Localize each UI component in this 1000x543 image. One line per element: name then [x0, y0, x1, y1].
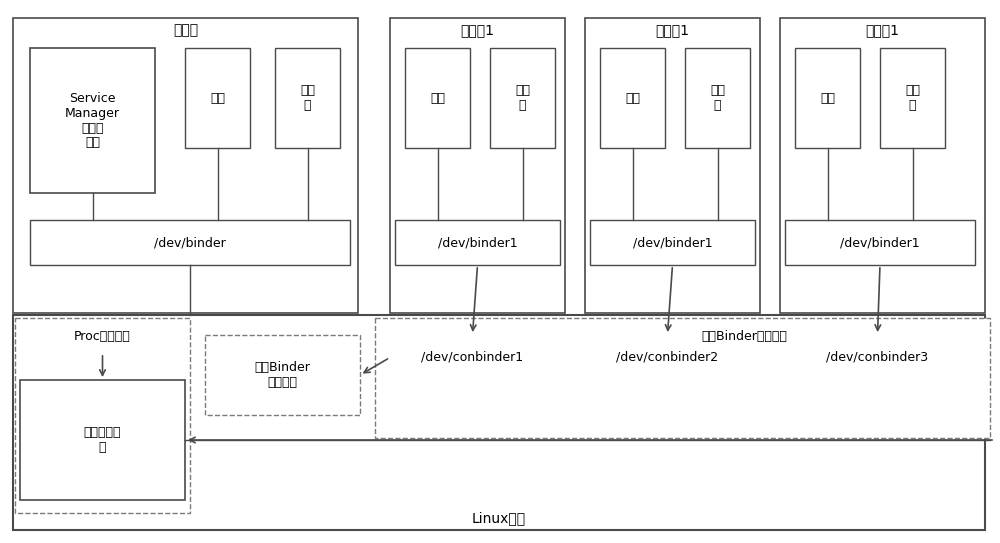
Text: Linux内核: Linux内核 [472, 511, 526, 525]
Text: 服务: 服务 [820, 92, 835, 104]
Text: /dev/conbinder1: /dev/conbinder1 [421, 351, 524, 364]
Text: 客户
端: 客户 端 [515, 84, 530, 112]
Bar [390, 18, 565, 313]
Bar [795, 48, 860, 148]
Bar [780, 335, 975, 380]
Text: 共享服务列
表: 共享服务列 表 [84, 426, 121, 454]
Bar [585, 18, 760, 313]
Bar [585, 335, 750, 380]
Text: 真实Binder
设备驱动: 真实Binder 设备驱动 [255, 361, 310, 389]
Text: Proc文件系统: Proc文件系统 [74, 330, 131, 343]
Bar [15, 318, 190, 513]
Bar [390, 335, 555, 380]
Text: 虚拟机1: 虚拟机1 [866, 23, 900, 37]
Text: /dev/binder1: /dev/binder1 [633, 236, 712, 249]
Text: 服务: 服务 [210, 92, 225, 104]
Bar [205, 335, 360, 415]
Text: /dev/binder: /dev/binder [154, 236, 226, 249]
Bar [600, 48, 665, 148]
Bar [375, 318, 990, 438]
Bar [275, 48, 340, 148]
Text: /dev/conbinder2: /dev/conbinder2 [616, 351, 719, 364]
Bar [13, 18, 358, 313]
Bar [395, 220, 560, 265]
Text: 宿主机: 宿主机 [173, 23, 198, 37]
Bar [405, 48, 470, 148]
Bar [490, 48, 555, 148]
Text: Service
Manager
服务注
册表: Service Manager 服务注 册表 [65, 92, 120, 149]
Bar [20, 380, 185, 500]
Text: /dev/binder1: /dev/binder1 [438, 236, 517, 249]
Bar [880, 48, 945, 148]
Bar [780, 18, 985, 313]
Bar [685, 48, 750, 148]
Text: 虚拟机1: 虚拟机1 [460, 23, 494, 37]
Text: /dev/conbinder3: /dev/conbinder3 [826, 351, 929, 364]
Bar [30, 220, 350, 265]
Bar [30, 48, 155, 193]
Text: /dev/binder1: /dev/binder1 [840, 236, 920, 249]
Bar [785, 220, 975, 265]
Bar [13, 315, 985, 530]
Text: 虚拟Binder设备驱动: 虚拟Binder设备驱动 [701, 330, 787, 343]
Bar [185, 48, 250, 148]
Text: 客户
端: 客户 端 [710, 84, 725, 112]
Bar [590, 220, 755, 265]
Text: 虚拟机1: 虚拟机1 [656, 23, 690, 37]
Text: 服务: 服务 [625, 92, 640, 104]
Text: 服务: 服务 [430, 92, 445, 104]
Text: 客户
端: 客户 端 [905, 84, 920, 112]
Text: 客户
端: 客户 端 [300, 84, 315, 112]
